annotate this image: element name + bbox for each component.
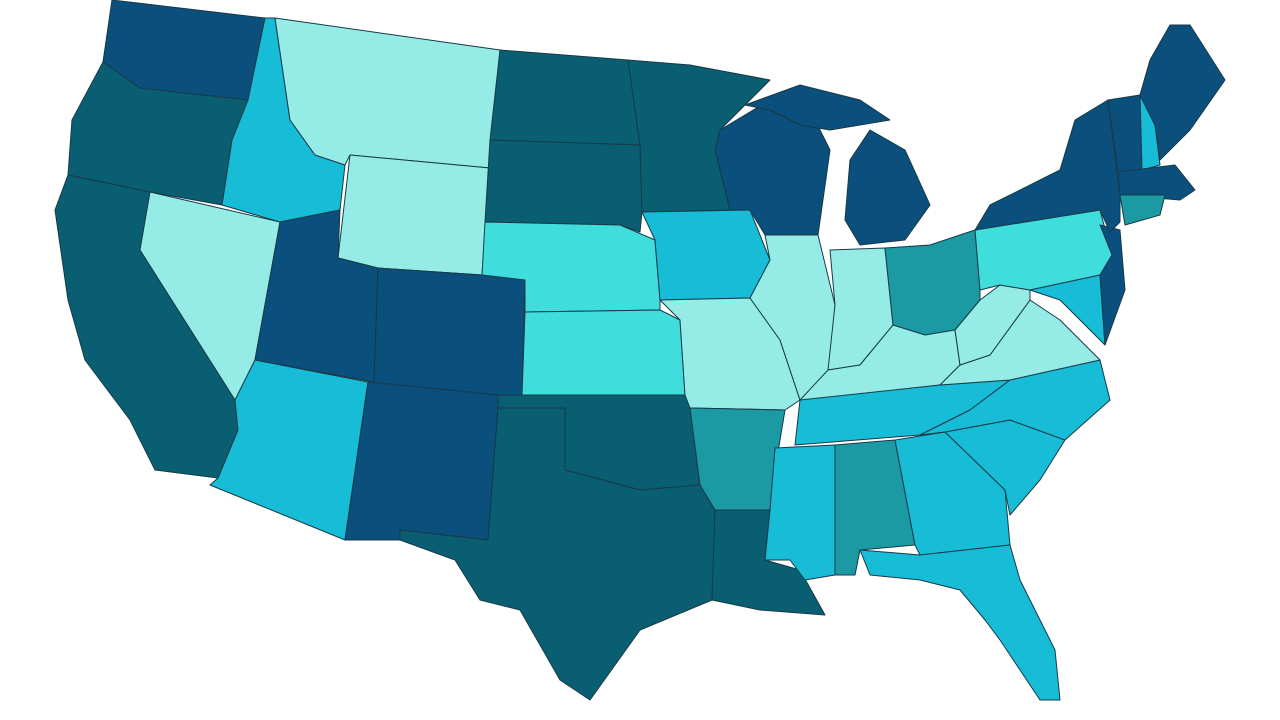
region xyxy=(844,129,931,246)
region xyxy=(209,359,369,541)
regions xyxy=(54,0,1226,701)
region xyxy=(954,284,1031,366)
region xyxy=(859,544,1061,701)
region xyxy=(1119,194,1166,226)
region xyxy=(521,309,686,396)
region xyxy=(344,381,499,541)
region xyxy=(367,267,526,396)
region xyxy=(641,209,771,301)
region xyxy=(489,49,641,146)
region xyxy=(919,359,1111,441)
region xyxy=(1117,164,1196,201)
region xyxy=(744,84,891,131)
region xyxy=(399,407,716,701)
region xyxy=(974,99,1121,233)
region xyxy=(1029,274,1106,346)
region xyxy=(764,444,836,581)
region xyxy=(337,154,491,276)
region xyxy=(484,139,643,233)
region xyxy=(1099,224,1126,346)
region xyxy=(1139,24,1226,161)
